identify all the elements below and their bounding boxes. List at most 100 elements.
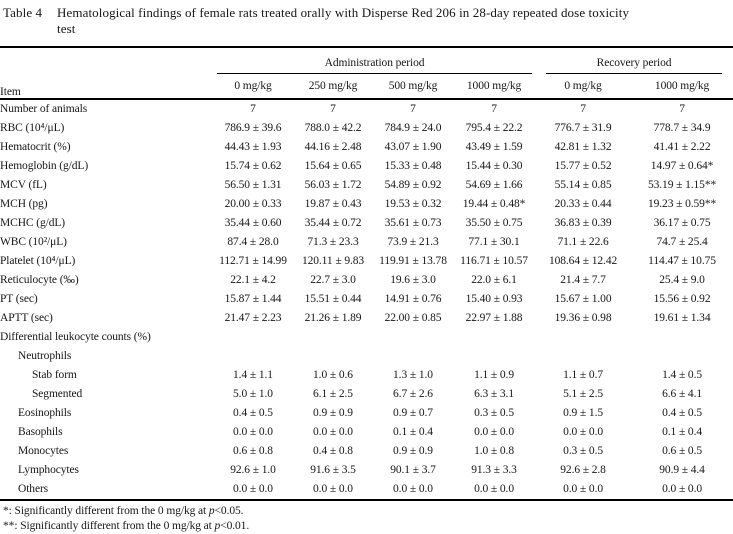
value-cell: 1.3 ± 1.0 [393, 369, 433, 381]
value-cell: 15.40 ± 0.93 [465, 293, 523, 305]
value-cell: 0.1 ± 0.4 [393, 426, 433, 438]
value-cell: 6.6 ± 4.1 [662, 388, 703, 400]
table-row: WBC (10²/μL) 87.4 ± 28.0 71.3 ± 23.3 73.9 ±… [0, 233, 733, 252]
value-cell: 14.91 ± 0.76 [384, 293, 442, 305]
table-row: Hematocrit (%) 44.43 ± 1.93 44.16 ± 2.48 43… [0, 138, 733, 157]
row-label: PT (sec) [0, 293, 38, 305]
value-cell: 784.9 ± 24.0 [384, 122, 442, 134]
administration-period-label: Administration period [217, 57, 533, 74]
value-cell: 21.4 ± 7.7 [560, 274, 606, 286]
value-cell: 1.1 ± 0.9 [474, 369, 514, 381]
value-cell: 91.6 ± 3.5 [310, 464, 356, 476]
value-cell: 0.9 ± 0.7 [393, 407, 433, 419]
value-cell: 35.44 ± 0.72 [304, 217, 362, 229]
table-row: Monocytes 0.6 ± 0.8 0.4 ± 0.8 0.9 ± 0.9 1.0 … [0, 442, 733, 461]
value-cell: 22.1 ± 4.2 [230, 274, 276, 286]
footnote-marker: * [3, 505, 9, 517]
value-cell: 25.4 ± 9.0 [659, 274, 705, 286]
column-header-item: Item [0, 86, 21, 98]
dose-column-header: 0 mg/kg [234, 80, 272, 92]
value-cell: 35.44 ± 0.60 [224, 217, 282, 229]
value-cell: 36.17 ± 0.75 [653, 217, 711, 229]
value-cell: 0.0 ± 0.0 [313, 483, 353, 495]
value-cell: 91.3 ± 3.3 [471, 464, 517, 476]
value-cell: 7 [410, 103, 416, 115]
table-row: APTT (sec) 21.47 ± 2.23 21.26 ± 1.89 22.00 … [0, 309, 733, 328]
value-cell: 0.4 ± 0.8 [313, 445, 353, 457]
value-cell: 71.1 ± 22.6 [557, 236, 609, 248]
table-number: Table 4 [3, 5, 43, 20]
value-cell: 0.9 ± 1.5 [563, 407, 603, 419]
value-cell: 795.4 ± 22.2 [465, 122, 523, 134]
table-caption: Table 4 Hematological findings of female… [0, 5, 733, 37]
value-cell: 19.36 ± 0.98 [554, 312, 612, 324]
value-cell: 112.71 ± 14.99 [219, 255, 287, 267]
value-cell: 0.0 ± 0.0 [313, 426, 353, 438]
footnote-marker: ** [3, 519, 15, 532]
row-label: MCV (fL) [0, 179, 47, 191]
value-cell: 44.16 ± 2.48 [304, 141, 362, 153]
value-cell: 42.81 ± 1.32 [554, 141, 612, 153]
value-cell: 35.50 ± 0.75 [465, 217, 523, 229]
value-cell: 786.9 ± 39.6 [224, 122, 282, 134]
value-cell: 7 [580, 103, 586, 115]
dose-column-header: 250 mg/kg [308, 80, 358, 92]
value-cell: 90.9 ± 4.4 [659, 464, 705, 476]
table-row: RBC (10⁴/μL) 786.9 ± 39.6 788.0 ± 42.2 784.… [0, 119, 733, 138]
value-cell: 116.71 ± 10.57 [460, 255, 528, 267]
value-cell: 1.0 ± 0.6 [313, 369, 353, 381]
table-title: Hematological findings of female rats tr… [57, 5, 729, 37]
empty-cell [213, 347, 733, 366]
row-label: Hematocrit (%) [0, 141, 71, 153]
value-cell: 74.7 ± 25.4 [656, 236, 708, 248]
value-cell: 0.0 ± 0.0 [563, 483, 603, 495]
value-cell: 92.6 ± 2.8 [560, 464, 606, 476]
value-cell: 0.6 ± 0.5 [662, 445, 703, 457]
value-cell: 14.97 ± 0.64* [650, 160, 714, 172]
value-cell: 7 [330, 103, 336, 115]
dose-column-header: 1000 mg/kg [654, 80, 710, 92]
row-label: Hemoglobin (g/dL) [0, 160, 89, 172]
value-cell: 43.07 ± 1.90 [384, 141, 442, 153]
value-cell: 55.14 ± 0.85 [554, 179, 612, 191]
value-cell: 5.0 ± 1.0 [233, 388, 273, 400]
value-cell: 21.47 ± 2.23 [224, 312, 282, 324]
value-cell: 19.53 ± 0.32 [384, 198, 442, 210]
value-cell: 788.0 ± 42.2 [304, 122, 362, 134]
value-cell: 0.0 ± 0.0 [233, 426, 273, 438]
value-cell: 41.41 ± 2.22 [653, 141, 711, 153]
value-cell: 0.0 ± 0.0 [474, 426, 514, 438]
footnote-p-0-01: **: Significantly different from the 0 m… [3, 519, 250, 532]
value-cell: 22.00 ± 0.85 [384, 312, 442, 324]
table-row: Basophils 0.0 ± 0.0 0.0 ± 0.0 0.1 ± 0.4 0.0 … [0, 423, 733, 442]
value-cell: 20.00 ± 0.33 [224, 198, 282, 210]
value-cell: 5.1 ± 2.5 [563, 388, 603, 400]
row-label: Neutrophils [18, 350, 72, 362]
value-cell: 15.87 ± 1.44 [224, 293, 282, 305]
value-cell: 15.67 ± 1.00 [554, 293, 612, 305]
column-group-administration-period: Administration period [213, 47, 535, 74]
row-label: APTT (sec) [0, 312, 53, 324]
value-cell: 1.4 ± 0.5 [662, 369, 703, 381]
value-cell: 43.49 ± 1.59 [465, 141, 523, 153]
dose-column-header: 1000 mg/kg [466, 80, 522, 92]
value-cell: 0.9 ± 0.9 [313, 407, 353, 419]
table-row: MCV (fL) 56.50 ± 1.31 56.03 ± 1.72 54.89 ± … [0, 176, 733, 195]
value-cell: 53.19 ± 1.15** [647, 179, 717, 191]
row-label: Number of animals [0, 103, 88, 115]
value-cell: 19.87 ± 0.43 [304, 198, 362, 210]
row-label: RBC (10⁴/μL) [0, 122, 65, 134]
value-cell: 15.74 ± 0.62 [224, 160, 282, 172]
value-cell: 0.3 ± 0.5 [474, 407, 514, 419]
row-label: Monocytes [18, 445, 69, 457]
table-row: MCHC (g/dL) 35.44 ± 0.60 35.44 ± 0.72 35.61… [0, 214, 733, 233]
value-cell: 778.7 ± 34.9 [653, 122, 711, 134]
hematology-table: Item Administration period Recovery peri… [0, 46, 733, 501]
table-row: Neutrophils [0, 347, 733, 366]
value-cell: 0.6 ± 0.8 [233, 445, 273, 457]
value-cell: 22.97 ± 1.88 [465, 312, 523, 324]
value-cell: 6.7 ± 2.6 [393, 388, 433, 400]
table-row: PT (sec) 15.87 ± 1.44 15.51 ± 0.44 14.91 ± … [0, 290, 733, 309]
row-label: MCH (pg) [0, 198, 48, 210]
value-cell: 1.1 ± 0.7 [563, 369, 603, 381]
